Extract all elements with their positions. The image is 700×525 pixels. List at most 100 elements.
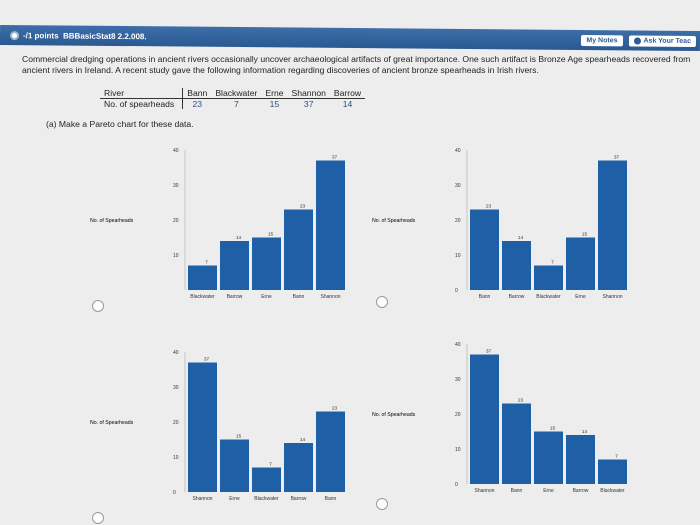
bar-value-label: 7 <box>269 462 272 468</box>
ask-teacher-button[interactable]: Ask Your Teac <box>628 34 697 47</box>
category-label: Blackwater <box>600 488 625 494</box>
bar <box>566 237 595 290</box>
bar <box>252 467 281 492</box>
bar <box>502 241 531 290</box>
table-row: River Bann Blackwater Erne Shannon Barro… <box>100 88 366 99</box>
category-label: Bann <box>293 294 305 300</box>
bar-value-label: 37 <box>332 155 338 161</box>
category-label: Erne <box>229 496 240 502</box>
y-tick-label: 0 <box>455 482 458 488</box>
bar <box>220 241 249 290</box>
y-tick-label: 10 <box>173 253 179 259</box>
y-tick-label: 20 <box>455 412 461 418</box>
y-axis-label: No. of Spearheads <box>372 218 416 224</box>
y-tick-label: 40 <box>173 148 179 154</box>
bar <box>252 237 281 290</box>
bar-value-label: 15 <box>550 426 556 432</box>
pareto-chart-svg: No. of Spearheads 40 30 20 10 0 37 Shannon 15 Ern… <box>90 350 345 502</box>
table-cell: Blackwater <box>211 88 262 99</box>
bar-value-label: 23 <box>518 398 524 404</box>
category-label: Erne <box>543 488 554 494</box>
y-axis-label: No. of Spearheads <box>90 218 134 224</box>
y-tick-label: 0 <box>455 288 458 294</box>
y-tick-label: 30 <box>455 183 461 189</box>
bar-value-label: 23 <box>486 204 492 210</box>
table-cell: Bann <box>182 88 212 99</box>
option-1-radio[interactable] <box>92 300 104 312</box>
y-tick-label: 40 <box>173 350 179 356</box>
table-cell: 37 <box>303 99 314 109</box>
pareto-chart-option-2: No. of Spearheads 40 30 20 10 0 23 Bann 14 Barrow… <box>362 140 642 310</box>
category-label: Blackwater <box>190 294 215 300</box>
bar-value-label: 7 <box>551 260 554 266</box>
category-label: Barrow <box>573 488 589 494</box>
category-label: Shannon <box>474 488 494 494</box>
spearhead-data-table: River Bann Blackwater Erne Shannon Barro… <box>100 88 366 109</box>
bar <box>316 411 345 492</box>
bar-value-label: 23 <box>332 406 338 412</box>
pareto-chart-svg: No. of Spearheads 40 30 20 10 0 23 Bann 14 Barrow… <box>372 148 627 300</box>
pareto-chart-option-3: No. of Spearheads 40 30 20 10 0 37 Shannon 15 Ern… <box>80 342 360 512</box>
y-tick-label: 0 <box>173 490 176 496</box>
bar-value-label: 14 <box>582 429 588 435</box>
category-label: Erne <box>261 294 272 300</box>
part-a-prompt: (a) Make a Pareto chart for these data. <box>46 119 194 129</box>
pareto-chart-svg: No. of Spearheads 40 30 20 10 7 Blackwater 14 Ba… <box>90 148 345 300</box>
bar <box>598 160 627 290</box>
bar-value-label: 37 <box>486 349 492 355</box>
bar <box>188 265 217 290</box>
table-cell: 23 <box>192 99 203 109</box>
y-tick-label: 10 <box>455 253 461 259</box>
assignment-id: BBBasicStat8 2.2.008. <box>62 30 147 41</box>
category-label: Barrow <box>227 294 243 300</box>
category-label: Barrow <box>291 496 307 502</box>
bar-value-label: 14 <box>300 437 306 443</box>
bar-value-label: 23 <box>300 204 306 210</box>
y-tick-label: 20 <box>173 218 179 224</box>
category-label: Blackwater <box>254 496 279 502</box>
category-label: Bann <box>479 294 491 300</box>
y-tick-label: 20 <box>173 420 179 426</box>
bar-value-label: 14 <box>236 235 242 241</box>
bar-value-label: 15 <box>582 232 588 238</box>
category-label: Bann <box>511 488 523 494</box>
bar <box>284 443 313 492</box>
pareto-chart-svg: No. of Spearheads 40 30 20 10 0 37 Shannon 23 Ban… <box>372 342 627 494</box>
bar-value-label: 15 <box>268 232 274 238</box>
option-4-radio[interactable] <box>376 498 388 510</box>
y-axis-label: No. of Spearheads <box>90 420 134 426</box>
question-header-bar: -/1 points BBBasicStat8 2.2.008. My Note… <box>0 24 700 52</box>
bar-value-label: 37 <box>204 357 210 363</box>
bar <box>566 435 595 484</box>
y-tick-label: 10 <box>173 455 179 461</box>
y-tick-label: 30 <box>455 377 461 383</box>
table-cell: Shannon <box>287 88 330 99</box>
table-cell: Barrow <box>329 88 366 99</box>
expand-icon[interactable] <box>9 30 20 40</box>
pareto-chart-option-1: No. of Spearheads 40 30 20 10 7 Blackwater 14 Ba… <box>80 140 360 310</box>
category-label: Blackwater <box>536 294 561 300</box>
option-2-radio[interactable] <box>376 296 388 308</box>
y-tick-label: 20 <box>455 218 461 224</box>
bar-value-label: 7 <box>205 260 208 266</box>
bar <box>598 459 627 484</box>
table-row-label: River <box>100 88 184 99</box>
table-cell: Erne <box>261 88 288 99</box>
table-cell: 14 <box>342 99 353 109</box>
question-text: Commercial dredging operations in ancien… <box>22 54 691 75</box>
category-label: Bann <box>325 496 337 502</box>
option-3-radio[interactable] <box>92 512 104 524</box>
table-row: No. of spearheads 23 7 15 37 14 <box>100 98 365 109</box>
y-tick-label: 10 <box>455 447 461 453</box>
pareto-chart-option-4: No. of Spearheads 40 30 20 10 0 37 Shannon 23 Ban… <box>362 334 642 504</box>
category-label: Shannon <box>320 294 340 300</box>
bar <box>316 160 345 290</box>
table-cell: 7 <box>233 99 239 109</box>
category-label: Erne <box>575 294 586 300</box>
points-label: -/1 points <box>22 30 59 40</box>
bar <box>284 209 313 290</box>
y-tick-label: 40 <box>455 342 461 348</box>
bar <box>502 403 531 484</box>
my-notes-button[interactable]: My Notes <box>581 34 623 46</box>
plus-icon <box>633 36 641 45</box>
